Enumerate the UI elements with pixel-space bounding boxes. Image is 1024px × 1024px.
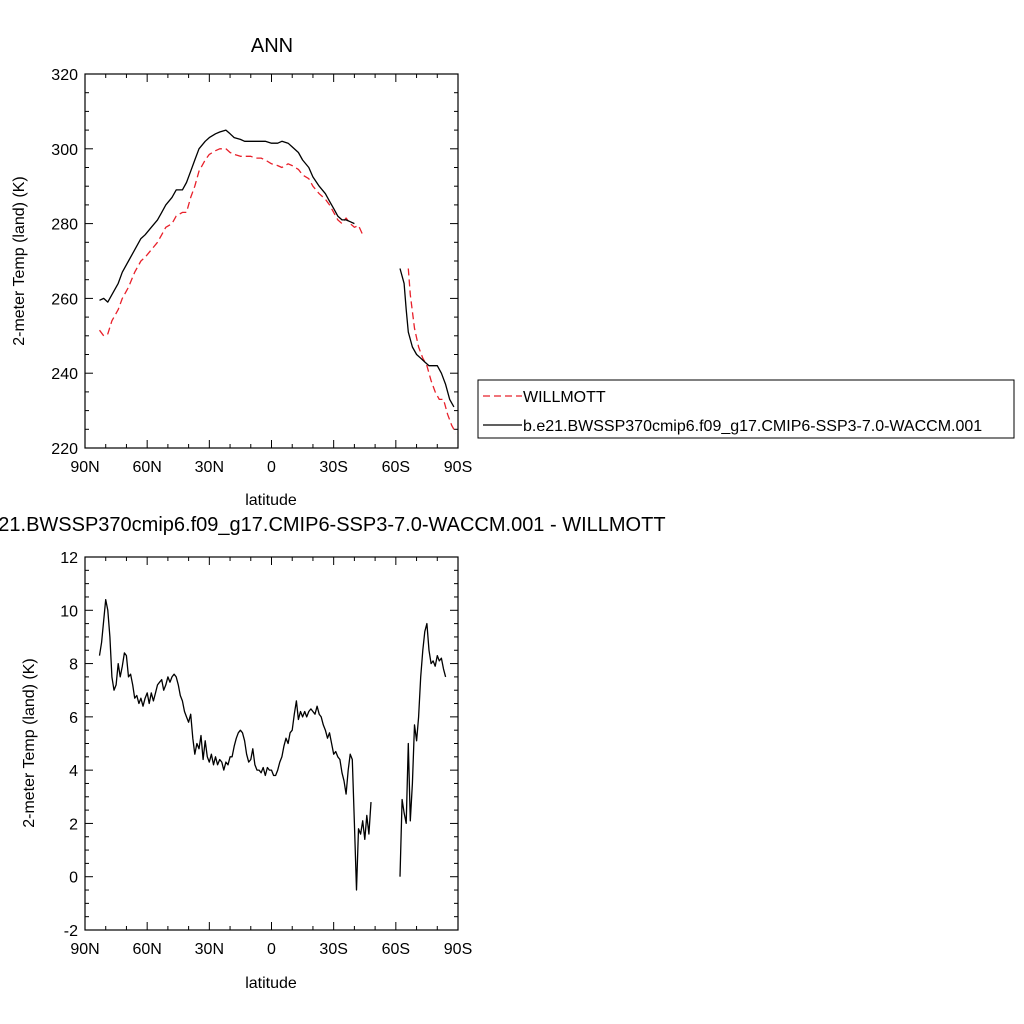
x-tick-label: 30N [195, 459, 224, 476]
x-tick-label: 0 [267, 941, 276, 958]
x-tick-label: 90S [444, 941, 472, 958]
legend: WILLMOTT b.e21.BWSSP370cmip6.f09_g17.CMI… [477, 379, 1015, 439]
y-tick-label: 280 [51, 217, 78, 234]
y-tick-label: 240 [51, 366, 78, 383]
y-tick-label: 2 [69, 816, 78, 833]
top-x-tick-labels: 90N 60N 30N 0 30S 60S 90S [70, 459, 472, 476]
x-tick-label: 0 [267, 459, 276, 476]
top-y-tick-labels: 220 240 260 280 300 320 [51, 67, 78, 458]
bottom-y-tick-labels: -2 0 2 4 6 8 10 12 [60, 550, 78, 940]
bottom-plot-frame [84, 556, 459, 931]
y-tick-label: 0 [69, 870, 78, 887]
x-tick-label: 30N [195, 941, 224, 958]
bottom-x-tick-labels: 90N 60N 30N 0 30S 60S 90S [70, 941, 472, 958]
series-0-line-segment-1 [407, 268, 457, 434]
series-0-line-segment-1 [399, 622, 447, 877]
y-tick-label: 260 [51, 291, 78, 308]
y-tick-label: 220 [51, 441, 78, 458]
x-tick-label: 90N [70, 941, 99, 958]
series-1-line-segment-0 [99, 129, 355, 303]
y-tick-label: 12 [60, 550, 78, 567]
legend-box [477, 379, 1015, 439]
x-tick-label: 60S [382, 941, 410, 958]
y-tick-label: 320 [51, 67, 78, 84]
x-tick-label: 60S [382, 459, 410, 476]
bottom-series [98, 598, 447, 891]
series-0-line-segment-0 [98, 598, 372, 891]
bottom-x-axis-label: latitude [245, 975, 297, 992]
x-tick-label: 30S [319, 941, 347, 958]
top-series [98, 129, 457, 434]
bottom-chart-title: b.e21.BWSSP370cmip6.f09_g17.CMIP6-SSP3-7… [0, 514, 666, 536]
y-tick-label: 8 [69, 657, 78, 674]
bottom-y-axis-label: 2-meter Temp (land) (K) [21, 658, 38, 828]
y-tick-label: 6 [69, 710, 78, 727]
x-tick-label: 90S [444, 459, 472, 476]
x-tick-label: 30S [319, 459, 347, 476]
bottom-ticks [84, 556, 459, 931]
top-y-axis-label: 2-meter Temp (land) (K) [11, 176, 28, 346]
top-x-axis-label: latitude [245, 492, 297, 509]
y-tick-label: 300 [51, 142, 78, 159]
legend-willmott-label: WILLMOTT [523, 389, 606, 406]
x-tick-label: 60N [132, 459, 161, 476]
series-0-line-segment-0 [98, 148, 364, 337]
bottom-panel: b.e21.BWSSP370cmip6.f09_g17.CMIP6-SSP3-7… [0, 514, 666, 992]
x-tick-label: 60N [132, 941, 161, 958]
y-tick-label: -2 [64, 923, 78, 940]
legend-model-label: b.e21.BWSSP370cmip6.f09_g17.CMIP6-SSP3-7… [523, 418, 982, 435]
top-ticks [84, 73, 459, 449]
x-tick-label: 90N [70, 459, 99, 476]
y-tick-label: 10 [60, 603, 78, 620]
series-1-line-segment-1 [399, 268, 455, 408]
top-chart-title: ANN [251, 35, 293, 57]
y-tick-label: 4 [69, 763, 78, 780]
top-panel: ANN 90N 60N 30N 0 30S 60S 90S 220 240 260 280 300 3… [11, 35, 472, 509]
